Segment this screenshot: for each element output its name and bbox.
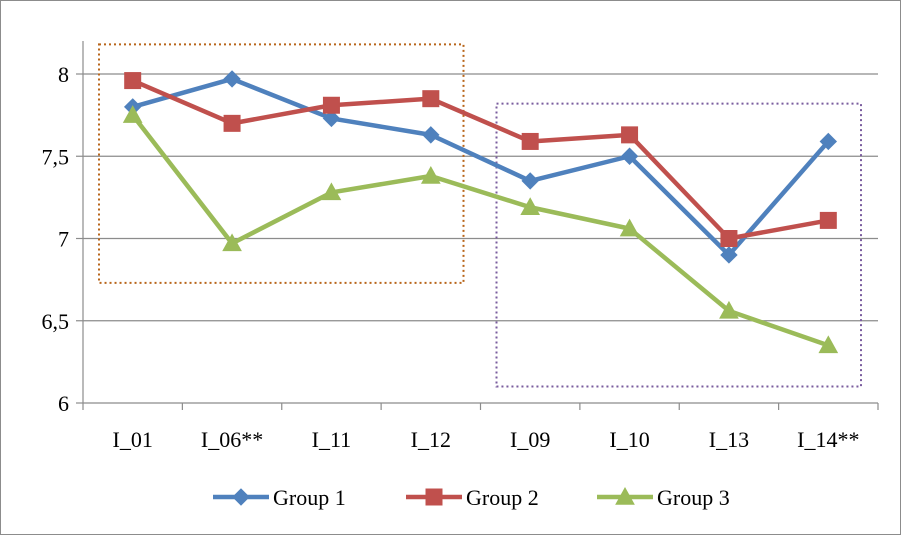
series-3 [122,105,839,354]
legend: Group 1 Group 2 Group 3 [213,485,730,510]
x-tick-label: I_11 [312,427,352,452]
y-tick-label: 6,5 [42,309,70,334]
data-point [321,182,342,201]
data-point [720,230,738,247]
data-point [619,218,640,237]
legend-marker [615,486,635,505]
series-line [130,76,831,258]
axes [76,41,879,410]
x-tick-label: I_14** [797,427,859,452]
x-tick-label: I_13 [709,427,749,452]
data-point [720,246,738,264]
legend-label: Group 1 [273,485,346,510]
data-point [719,300,739,319]
data-point [122,105,143,123]
highlight-box [495,102,862,388]
series-lines [122,70,839,354]
y-tick-label: 8 [58,62,69,87]
data-point [819,211,837,229]
data-point [222,233,242,252]
data-point [521,172,539,190]
data-point [520,197,541,215]
y-tick-label: 6 [58,391,69,416]
legend-item: Group 3 [597,485,730,510]
data-point [621,126,639,144]
legend-item: Group 1 [213,485,346,510]
legend-item: Group 2 [406,485,539,510]
series-line [130,78,831,241]
legend-marker [232,488,250,506]
data-point [620,147,639,165]
x-tick-label: I_01 [113,427,153,452]
data-point [322,109,341,128]
data-point [420,165,441,184]
highlight-box [98,43,465,284]
series-line [130,112,831,348]
data-point [422,90,440,108]
data-point [223,70,241,88]
x-tick-labels: I_01 I_06** I_11 I_12 I_09 I_10 I_13 I_14** [113,427,860,452]
x-tick-label: I_06** [201,427,263,452]
data-point [223,114,241,132]
legend-label: Group 3 [657,485,730,510]
data-point [521,132,539,150]
x-tick-label: I_10 [609,427,649,452]
data-point [322,96,340,114]
series-1 [123,70,838,264]
data-point [124,72,142,90]
y-tick-labels: 6 6,5 7 7,5 8 [42,62,70,416]
x-tick-label: I_09 [510,427,550,452]
data-point [818,335,839,354]
series-2 [124,72,837,247]
data-point [819,132,838,151]
x-tick-label: I_12 [411,427,451,452]
legend-marker [425,488,443,506]
y-tick-label: 7 [58,227,69,252]
highlight-boxes [98,43,862,388]
y-tick-label: 7,5 [42,144,70,169]
data-point [422,126,440,144]
legend-label: Group 2 [466,485,539,510]
